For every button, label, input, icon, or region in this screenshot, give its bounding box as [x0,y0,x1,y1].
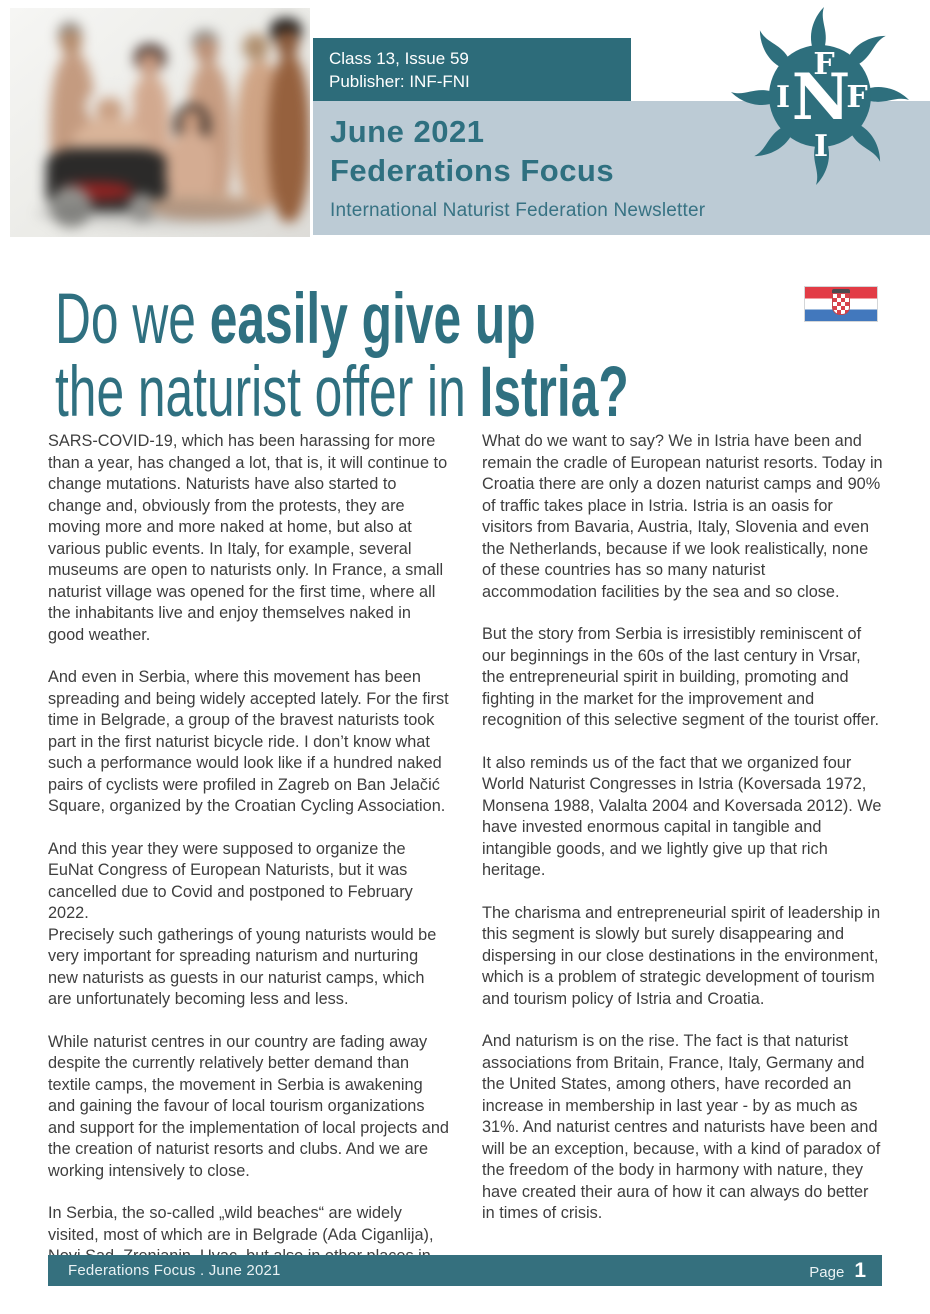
paragraph: But the story from Serbia is irresistibl… [482,625,879,729]
logo-letter-bottom: I [814,129,828,164]
paragraph: And naturism is on the rise. The fact is… [482,1032,881,1222]
headline-line-1: Do we easily give up [55,280,536,359]
article-column-right: What do we want to say? We in Istria hav… [482,431,884,1246]
logo-letter-right: F [846,80,867,115]
group-photo [10,8,310,237]
paragraph: What do we want to say? We in Istria hav… [482,432,883,601]
issue-box: Class 13, Issue 59 Publisher: INF-FNI [313,38,631,101]
masthead-subtitle: International Naturist Federation Newsle… [330,200,706,221]
paragraph: The charisma and entrepreneurial spirit … [482,903,881,1008]
issue-line: Class 13, Issue 59 [329,49,469,68]
logo-letter-top: F [813,47,834,82]
logo-letter-left: I [776,80,790,115]
inf-fni-logo-icon: N F I F I [730,6,910,186]
paragraph: And this year they were supposed to orga… [48,839,437,1009]
paragraph: It also reminds us of the fact that we o… [482,753,882,880]
flag-crest [832,289,850,315]
paragraph: SARS-COVID-19, which has been harassing … [48,432,448,644]
paragraph: And even in Serbia, where this movement … [48,668,449,815]
footer-title: Federations Focus . June 2021 [68,1262,281,1279]
headline-line-2: the naturist offer in Istria? [55,353,629,432]
article-headline: Do we easily give up the naturist offer … [55,283,629,429]
footer-page: Page 1 [809,1259,882,1283]
masthead-date: June 2021 [330,114,485,149]
croatia-flag-icon [802,284,880,324]
page-footer: Federations Focus . June 2021 Page 1 [48,1255,882,1286]
footer-page-label: Page [809,1263,845,1281]
article-column-left: SARS-COVID-19, which has been harassing … [48,431,450,1310]
masthead-title: Federations Focus [330,153,615,188]
publisher-line: Publisher: INF-FNI [329,72,470,91]
paragraph: While naturist centres in our country ar… [48,1032,449,1180]
footer-page-number: 1 [854,1258,866,1282]
logo-letter-n: N [792,60,851,135]
paragraph: In Serbia, the so-called „wild beaches“ … [48,1204,434,1287]
group-photo-abstract [10,8,310,237]
